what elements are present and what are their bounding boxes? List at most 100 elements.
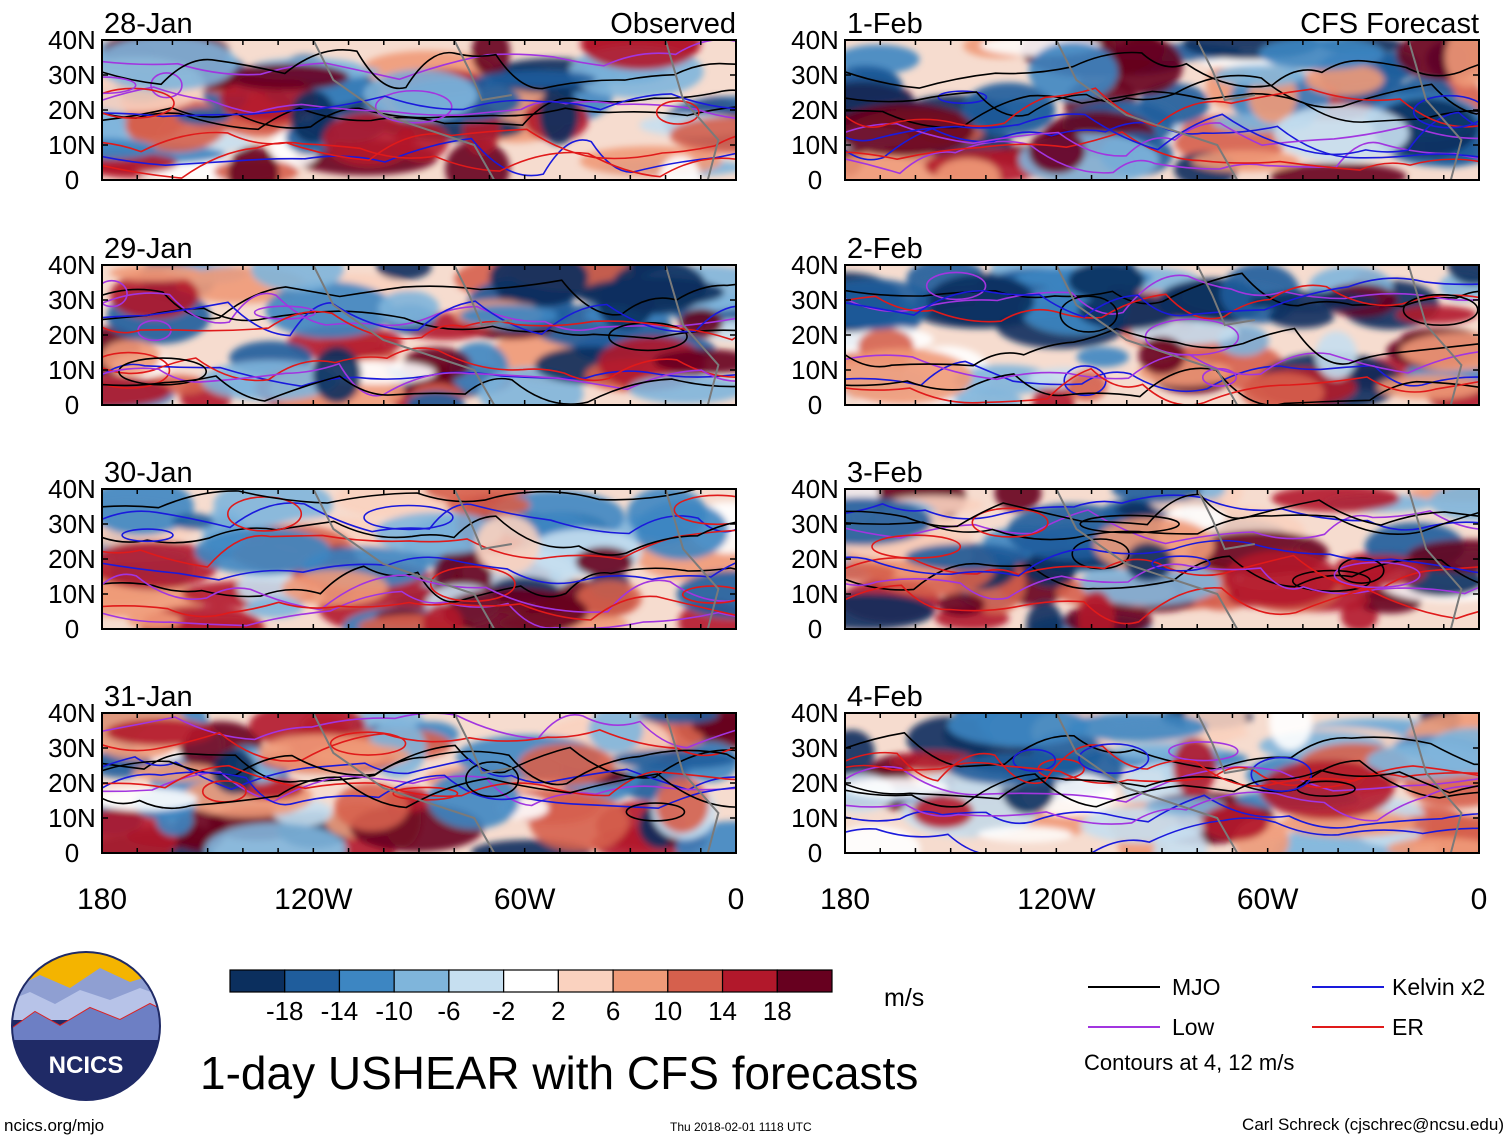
- panel-date: 2-Feb: [847, 233, 923, 265]
- x-tick-label: 120W: [274, 883, 353, 916]
- y-tick-label: 10N: [48, 579, 96, 609]
- colorbar-swatch: [721, 969, 778, 993]
- y-tick-label: 30N: [791, 60, 839, 90]
- panel-date: 30-Jan: [104, 457, 193, 489]
- contours: [102, 40, 736, 179]
- colorbar-units: m/s: [884, 984, 925, 1012]
- y-tick-label: 40N: [48, 250, 96, 280]
- y-tick-label: 40N: [791, 250, 839, 280]
- y-tick-label: 0: [808, 614, 822, 644]
- colorbar-tick: 10: [653, 996, 682, 1026]
- panel-29-Jan: 40N 30N 20N 10N 0 29-Jan: [48, 233, 737, 420]
- colorbar-tick: -2: [492, 996, 515, 1026]
- x-tick-label: 180: [820, 883, 870, 916]
- y-tick-label: 30N: [48, 285, 96, 315]
- colorbar-tick: -18: [266, 996, 304, 1026]
- coastlines: [1055, 265, 1463, 405]
- panel-3-Feb: 40N 30N 20N 10N 0 3-Feb: [791, 457, 1480, 644]
- y-tick-label: 10N: [791, 130, 839, 160]
- chart-title: 1-day USHEAR with CFS forecasts: [200, 1047, 919, 1099]
- x-tick-label: 180: [77, 883, 127, 916]
- legend-label-mjo: MJO: [1172, 974, 1221, 1000]
- colorbar-swatch: [229, 969, 286, 993]
- y-tick-label: 30N: [48, 733, 96, 763]
- y-tick-label: 20N: [791, 320, 839, 350]
- legend-label-kelvin: Kelvin x2: [1392, 974, 1486, 1000]
- y-tick-label: 10N: [48, 803, 96, 833]
- column-title: Observed: [610, 8, 736, 40]
- y-tick-label: 20N: [48, 95, 96, 125]
- colorbar-swatch: [667, 969, 724, 993]
- contours: [845, 493, 1479, 625]
- legend-label-er: ER: [1392, 1014, 1424, 1040]
- y-tick-label: 0: [808, 838, 822, 868]
- y-tick-label: 30N: [791, 509, 839, 539]
- colorbar-tick: 6: [606, 996, 620, 1026]
- y-tick-label: 0: [65, 390, 79, 420]
- y-tick-label: 20N: [48, 544, 96, 574]
- y-tick-label: 30N: [791, 733, 839, 763]
- colorbar-swatch: [503, 969, 559, 993]
- contours: [102, 279, 736, 405]
- x-tick-label: 120W: [1017, 883, 1096, 916]
- y-tick-label: 40N: [791, 698, 839, 728]
- y-tick-label: 0: [65, 838, 79, 868]
- shading: [845, 40, 1479, 180]
- y-tick-label: 40N: [791, 474, 839, 504]
- y-tick-label: 30N: [791, 285, 839, 315]
- panel-28-Jan: 40N 30N 20N 10N 0 28-Jan Observed: [48, 8, 737, 195]
- panel-2-Feb: 40N 30N 20N 10N 0 2-Feb: [791, 233, 1480, 420]
- colorbar-tick: 18: [763, 996, 792, 1026]
- y-tick-label: 20N: [791, 544, 839, 574]
- y-tick-label: 10N: [791, 579, 839, 609]
- x-tick-label: 60W: [494, 883, 556, 916]
- panel-4-Feb: 40N 30N 20N 10N 0 4-Feb: [791, 681, 1480, 868]
- panel-31-Jan: 40N 30N 20N 10N 0 31-Jan: [48, 681, 737, 868]
- shading: [102, 40, 736, 180]
- contours: [845, 271, 1479, 405]
- y-tick-label: 0: [808, 390, 822, 420]
- contour-note: Contours at 4, 12 m/s: [1084, 1050, 1295, 1075]
- x-tick-label: 0: [728, 883, 745, 916]
- y-tick-label: 0: [808, 165, 822, 195]
- shading: [845, 489, 1479, 629]
- contour-legend: [1088, 986, 1384, 1028]
- colorbar-swatch: [612, 969, 669, 993]
- column-title: CFS Forecast: [1300, 8, 1479, 40]
- coastlines: [1055, 40, 1463, 180]
- coastlines: [312, 713, 720, 853]
- colorbar-swatch: [338, 969, 395, 993]
- y-tick-label: 40N: [48, 474, 96, 504]
- y-tick-label: 40N: [48, 25, 96, 55]
- y-tick-label: 10N: [48, 130, 96, 160]
- colorbar-tick: -6: [437, 996, 460, 1026]
- colorbar-swatch: [284, 969, 341, 993]
- coastlines: [1055, 489, 1463, 629]
- colorbar-swatch: [448, 969, 505, 993]
- coastlines: [312, 40, 720, 180]
- y-tick-label: 40N: [48, 698, 96, 728]
- y-tick-label: 0: [65, 165, 79, 195]
- panel-date: 3-Feb: [847, 457, 923, 489]
- panel-date: 29-Jan: [104, 233, 193, 265]
- colorbar: -18 -14 -10 -6 -2 2 6 10 14 18: [229, 969, 833, 1026]
- colorbar-swatch: [393, 969, 450, 993]
- colorbar-tick: 14: [708, 996, 737, 1026]
- legend-label-low: Low: [1172, 1014, 1215, 1040]
- coastlines: [1055, 713, 1463, 853]
- panel-30-Jan: 40N 30N 20N 10N 0 30-Jan: [48, 457, 737, 644]
- y-tick-label: 10N: [791, 803, 839, 833]
- panel-1-Feb: 40N 30N 20N 10N 0 1-Feb CFS Forecast: [791, 8, 1480, 195]
- x-tick-label: 60W: [1237, 883, 1299, 916]
- y-tick-label: 10N: [791, 355, 839, 385]
- colorbar-tick: 2: [551, 996, 565, 1026]
- contours: [845, 51, 1479, 175]
- site-url[interactable]: ncics.org/mjo: [4, 1116, 105, 1135]
- y-tick-label: 10N: [48, 355, 96, 385]
- y-tick-label: 20N: [48, 320, 96, 350]
- y-tick-label: 20N: [48, 768, 96, 798]
- x-tick-label: 0: [1471, 883, 1488, 916]
- contours: [102, 713, 736, 822]
- y-tick-label: 20N: [791, 95, 839, 125]
- y-tick-label: 20N: [791, 768, 839, 798]
